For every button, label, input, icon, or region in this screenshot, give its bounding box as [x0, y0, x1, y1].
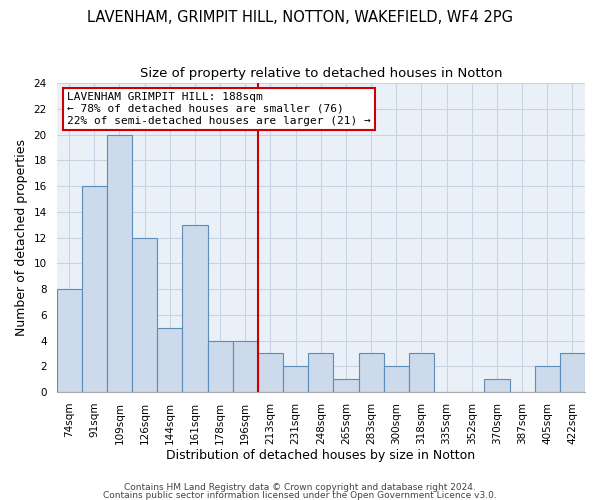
- Bar: [182, 224, 208, 392]
- Text: Contains public sector information licensed under the Open Government Licence v3: Contains public sector information licen…: [103, 490, 497, 500]
- Bar: [82, 186, 107, 392]
- Bar: [383, 366, 409, 392]
- Bar: [334, 379, 359, 392]
- Bar: [107, 134, 132, 392]
- Bar: [359, 354, 383, 392]
- Bar: [283, 366, 308, 392]
- Text: LAVENHAM, GRIMPIT HILL, NOTTON, WAKEFIELD, WF4 2PG: LAVENHAM, GRIMPIT HILL, NOTTON, WAKEFIEL…: [87, 10, 513, 25]
- Bar: [308, 354, 334, 392]
- X-axis label: Distribution of detached houses by size in Notton: Distribution of detached houses by size …: [166, 450, 475, 462]
- Title: Size of property relative to detached houses in Notton: Size of property relative to detached ho…: [140, 68, 502, 80]
- Y-axis label: Number of detached properties: Number of detached properties: [15, 139, 28, 336]
- Bar: [132, 238, 157, 392]
- Bar: [258, 354, 283, 392]
- Bar: [560, 354, 585, 392]
- Bar: [208, 340, 233, 392]
- Bar: [56, 289, 82, 392]
- Bar: [409, 354, 434, 392]
- Text: LAVENHAM GRIMPIT HILL: 188sqm
← 78% of detached houses are smaller (76)
22% of s: LAVENHAM GRIMPIT HILL: 188sqm ← 78% of d…: [67, 92, 371, 126]
- Bar: [233, 340, 258, 392]
- Text: Contains HM Land Registry data © Crown copyright and database right 2024.: Contains HM Land Registry data © Crown c…: [124, 484, 476, 492]
- Bar: [535, 366, 560, 392]
- Bar: [157, 328, 182, 392]
- Bar: [484, 379, 509, 392]
